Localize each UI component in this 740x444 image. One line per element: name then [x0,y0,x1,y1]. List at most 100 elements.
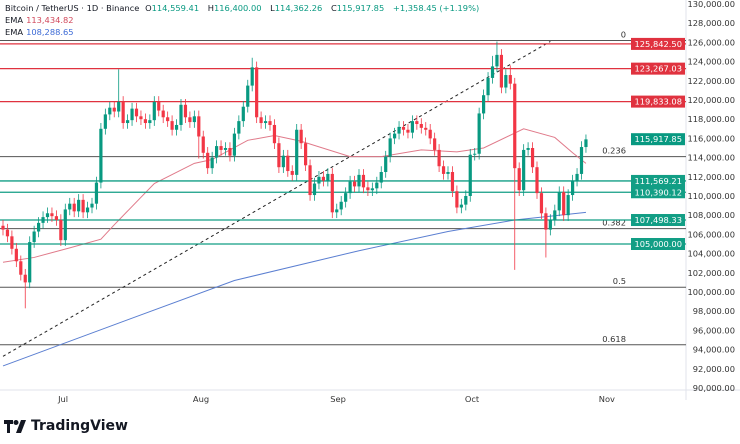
candle-body [370,188,374,191]
candle-body [85,207,90,213]
candle-body [148,120,152,124]
candle-body [108,107,112,115]
ema-slow-label: EMA [5,27,24,37]
y-tick-label: 94,000.00 [693,345,735,355]
candle-body [126,120,130,124]
candle-body [397,126,401,134]
candle-body [94,182,99,204]
candle-body [272,124,277,144]
resistance-price-label-bg [631,95,685,108]
candle-body [357,174,361,187]
candle-body [455,191,459,208]
candle-body [268,121,272,125]
candle-body [361,174,366,188]
support-price-label: 111,569.21 [634,176,682,186]
ema-fast-line [2,128,587,263]
candle-body [544,213,548,230]
support-price-label-bg [631,186,685,199]
candle-body [579,147,584,174]
fib-level-label: 0 [621,29,626,39]
candle-body [219,146,223,150]
candle-body [495,54,499,67]
candle-body [72,203,76,212]
candle-body [246,85,250,107]
candle-body [366,187,370,191]
candle-body [201,136,205,153]
candle-body [255,67,259,118]
candle-body [45,213,50,218]
candle-body [477,113,481,154]
candle-body [308,165,312,196]
candle-body [14,248,18,262]
y-tick-label: 108,000.00 [687,210,735,220]
candle-body [206,152,210,169]
low-label: L [270,3,275,13]
support-price-label: 107,498.33 [634,215,682,225]
support-price-label-bg [631,174,685,187]
candle-body [352,181,357,187]
high-value: 116,400.00 [214,3,262,13]
candle-body [188,117,192,123]
ema-fast-value: 113,434.82 [26,15,74,25]
candle-body [321,176,325,181]
candle-body [530,148,535,168]
resistance-price-label: 119,833.08 [634,97,682,107]
candle-body [384,156,388,172]
dashed-trendline [2,41,551,357]
candle-body [526,148,530,150]
y-tick-label: 110,000.00 [687,191,735,201]
candle-body [441,166,446,174]
candle-body [286,155,290,172]
candle-body [1,225,5,230]
y-tick-label: 92,000.00 [693,364,735,374]
ema-slow-line [2,211,587,367]
fib-level-label: 0.236 [602,146,626,156]
candle-body [99,128,103,183]
candle-body [562,192,566,216]
y-tick-label: 128,000.00 [687,18,735,28]
candle-body [54,216,58,220]
fib-level-label: 0.5 [613,276,626,286]
candle-body [241,106,245,122]
candle-body [37,222,41,232]
close-value: 115,917.85 [336,3,385,13]
candle-body [415,121,419,124]
candle-body [388,138,392,157]
candle-body [486,77,490,96]
candle-body [304,143,308,166]
y-tick-label: 122,000.00 [687,76,735,86]
ohlc-row: Bitcoin / TetherUS · 1D · Binance O114,5… [5,2,482,14]
y-tick-label: 130,000.00 [687,0,735,9]
ema-fast-row[interactable]: EMA 113,434.82 [5,14,482,26]
candle-body [317,176,321,184]
candle-body [490,66,495,78]
y-tick-label: 104,000.00 [687,249,735,259]
candle-body [232,133,236,156]
chart-legend: Bitcoin / TetherUS · 1D · Binance O114,5… [5,2,482,38]
candle-body [344,193,348,202]
candle-body [143,119,147,124]
candle-body [10,236,14,249]
candle-body [548,220,552,230]
support-price-label-bg [631,238,685,250]
candle-body [450,172,455,192]
candle-body [584,139,588,148]
symbol-title[interactable]: Bitcoin / TetherUS · 1D · Binance [5,3,140,13]
candle-body [566,195,570,216]
candle-body [237,121,241,134]
ema-slow-row[interactable]: EMA 108,288.65 [5,26,482,38]
candle-body [250,67,254,86]
candle-body [517,168,521,191]
candle-body [112,107,116,112]
candle-body [192,116,196,123]
candle-body [228,148,232,156]
candle-body [263,121,268,124]
candle-body [424,127,428,130]
candle-body [410,121,414,133]
candle-body [571,180,575,196]
candle-body [401,126,406,130]
candle-body [277,143,281,168]
ema-fast-label: EMA [5,15,24,25]
candle-body [299,129,303,144]
